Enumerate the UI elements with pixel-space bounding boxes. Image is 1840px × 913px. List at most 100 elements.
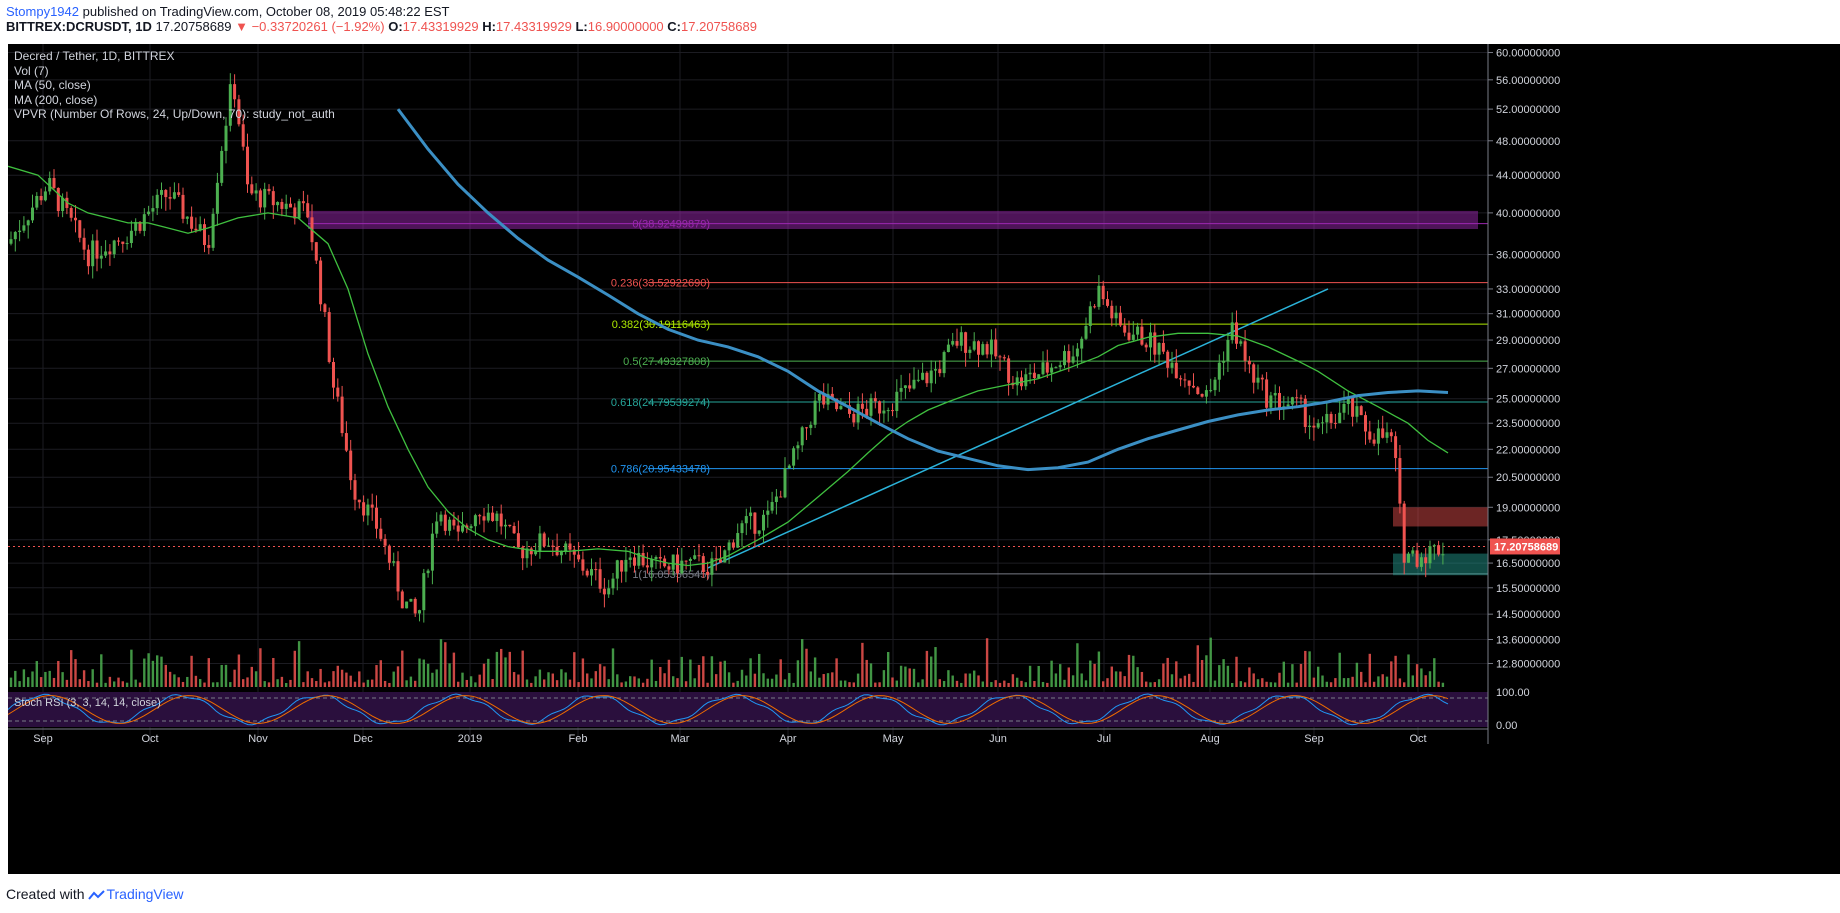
candle-body (1338, 412, 1342, 424)
low-label: L: (575, 19, 588, 34)
stoch-k-line (7, 693, 1449, 726)
candle-body (1157, 342, 1161, 355)
volume-bar (487, 658, 490, 687)
volume-bar (1007, 682, 1010, 687)
x-tick-label: Aug (1200, 733, 1220, 745)
candle-body (568, 543, 572, 550)
fibonacci-levels[interactable]: 0(38.92499879)0.236(33.52922690)0.382(30… (8, 210, 1488, 581)
candle-body (18, 230, 22, 233)
candle-body (289, 203, 292, 208)
volume-bar (461, 672, 464, 687)
candle-body (882, 410, 886, 414)
candle-body (1226, 339, 1230, 362)
stoch-tick-label: 0.00 (1496, 720, 1517, 732)
candle-body (413, 598, 417, 614)
x-tick-label: Nov (248, 733, 268, 745)
candle-body (633, 557, 636, 566)
volume-bar (719, 661, 722, 687)
candle-body (1265, 379, 1269, 408)
candle-body (1243, 341, 1247, 361)
candle-body (615, 560, 619, 579)
candle-body (839, 406, 843, 410)
candle-body (1428, 546, 1432, 564)
candle-body (671, 554, 675, 570)
candle-body (891, 410, 894, 412)
candle-body (1213, 379, 1217, 391)
volume-bar (749, 658, 752, 687)
volume-bar (1321, 675, 1324, 687)
candle-body (220, 150, 224, 183)
volume-bar (938, 679, 941, 687)
volume-bar (543, 679, 546, 687)
volume-bar (968, 673, 972, 687)
volume-bar (371, 679, 374, 687)
change-arrow-icon: ▼ (235, 19, 248, 34)
legend-vol: Vol (7) (14, 64, 49, 78)
volume-bar (1192, 681, 1195, 687)
candle-body (1359, 406, 1363, 416)
candle-body (1067, 351, 1071, 363)
author-link[interactable]: Stompy1942 (6, 4, 79, 19)
candle-body (349, 450, 353, 481)
volume-bar (207, 658, 210, 687)
y-tick-label: 60.00000000 (1496, 48, 1560, 60)
volume-bar (39, 677, 43, 687)
volume-bar (130, 649, 133, 687)
volume-bar (577, 682, 580, 687)
volume-bar (1428, 671, 1432, 687)
volume-bar (1166, 657, 1169, 687)
volume-bar (246, 677, 249, 687)
candle-body (267, 188, 271, 192)
candle-body (22, 225, 26, 231)
volume-bar (1071, 675, 1075, 687)
volume-bar (143, 658, 146, 687)
candle-body (959, 332, 963, 346)
volume-bar (1317, 666, 1320, 687)
candle-body (1093, 306, 1097, 308)
footer: Created with TradingView (6, 886, 184, 902)
y-tick-label: 27.00000000 (1496, 363, 1560, 375)
volume-bar (1256, 679, 1260, 687)
volume-bar (272, 657, 275, 687)
candle-body (860, 403, 864, 409)
volume-bar (826, 673, 830, 687)
chart-area[interactable]: 0(38.92499879) 0.236(33.52922690) 0.382(30… (7, 44, 1840, 874)
candle-body (263, 188, 267, 208)
volume-bar (1299, 663, 1303, 687)
candle-body (727, 542, 731, 551)
volume-bar (1355, 662, 1359, 687)
candle-body (1290, 397, 1294, 405)
volume-bar (362, 682, 365, 687)
volume-bar (1046, 682, 1049, 687)
volume-bar (822, 674, 825, 687)
volume-bar (1213, 680, 1217, 687)
tradingview-brand-link[interactable]: TradingView (106, 886, 184, 902)
candle-body (1136, 326, 1140, 335)
candle-body (766, 510, 770, 515)
candle-body (233, 84, 237, 100)
volume-bar (1024, 682, 1027, 687)
price-chart[interactable]: 0(38.92499879)0.236(33.52922690)0.382(30… (7, 44, 1840, 874)
candle-body (125, 243, 129, 245)
legend-title: Decred / Tether, 1D, BITTREX (14, 49, 175, 63)
candle-body (1235, 322, 1238, 344)
volume-bar (1136, 667, 1139, 687)
volume-bar (1239, 681, 1242, 687)
volume-bar (289, 679, 292, 687)
volume-bar (998, 682, 1002, 687)
candle-body (1437, 545, 1441, 555)
volume-bar (263, 681, 266, 687)
volume-bar (1119, 671, 1122, 687)
volume-bar (164, 664, 167, 687)
candle-body (1114, 312, 1118, 319)
price-axis[interactable]: 60.00000000 56.00000000 52.00000000 48.0000… (8, 44, 1560, 745)
volume-bar (280, 676, 284, 687)
candle-body (1153, 332, 1157, 355)
volume-bar (788, 673, 791, 687)
candle-body (1269, 395, 1273, 408)
high-value: 17.43319929 (495, 19, 572, 34)
volume-bar (52, 677, 56, 687)
candle-body (607, 588, 611, 595)
candle-body (740, 523, 744, 534)
volume-bar (117, 677, 120, 687)
